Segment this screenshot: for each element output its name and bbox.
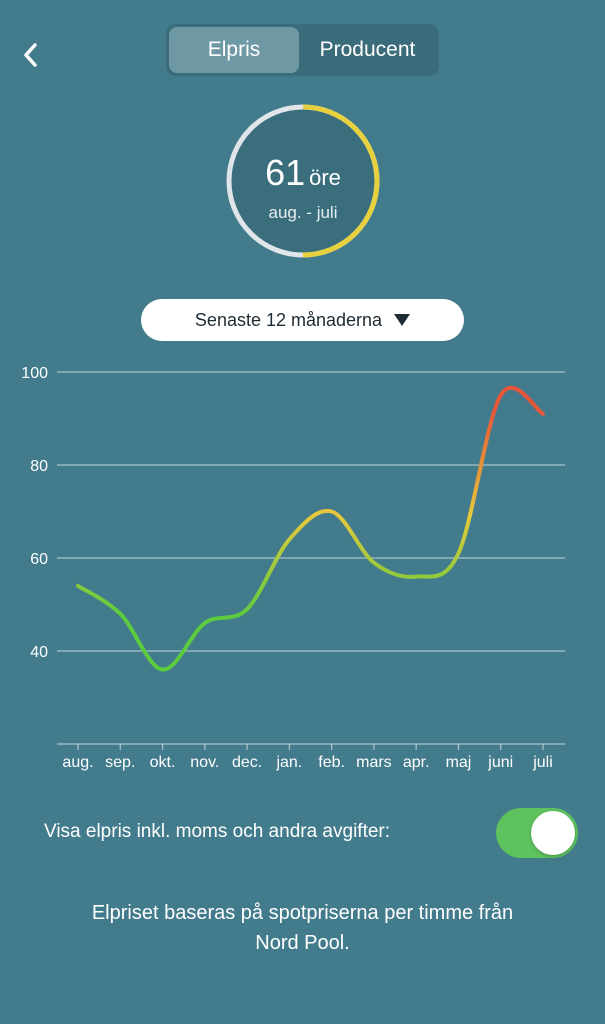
x-tick-label: feb.	[318, 754, 345, 771]
period-dropdown[interactable]: Senaste 12 månaderna	[141, 299, 464, 341]
back-button[interactable]	[14, 38, 48, 72]
segmented-control: Elpris Producent	[166, 24, 439, 76]
x-tick-label: sep.	[105, 754, 135, 771]
x-tick-label: mars	[356, 754, 392, 771]
vat-toggle-label: Visa elpris inkl. moms och andra avgifte…	[44, 821, 391, 842]
source-note-line2: Nord Pool.	[255, 932, 350, 954]
price-chart: 40 60 80 100 aug. sep. okt. nov. dec. jan. feb. ma…	[21, 365, 565, 771]
average-price: 61 öre	[225, 153, 381, 198]
price-period: aug. - juli	[268, 203, 338, 222]
source-note: Elpriset baseras på spotpriserna per tim…	[40, 898, 565, 958]
x-tick-label: juni	[487, 754, 513, 771]
x-tick-label: juli	[532, 754, 553, 771]
y-tick-label: 40	[30, 644, 48, 661]
x-tick-label: okt.	[150, 754, 176, 771]
price-unit: öre	[309, 165, 341, 190]
price-value: 61	[265, 152, 306, 193]
y-tick-label: 100	[21, 365, 48, 382]
toggle-knob	[531, 811, 575, 855]
ring-background	[229, 107, 377, 255]
x-tick-label: maj	[446, 754, 472, 771]
tab-elpris[interactable]: Elpris	[169, 27, 299, 73]
vat-setting-row: Visa elpris inkl. moms och andra avgifte…	[0, 805, 605, 861]
x-tick-label: apr.	[403, 754, 430, 771]
period-dropdown-label: Senaste 12 månaderna	[194, 309, 383, 330]
y-tick-label: 80	[30, 458, 48, 475]
caret-down-icon	[394, 314, 411, 326]
ring-gauge	[226, 104, 380, 258]
vat-toggle[interactable]	[496, 808, 578, 858]
tab-producent[interactable]: Producent	[319, 38, 416, 61]
ring-fill	[226, 104, 380, 258]
chevron-left-icon	[24, 43, 37, 67]
source-note-line1: Elpriset baseras på spotpriserna per tim…	[91, 902, 514, 924]
price-series-line	[76, 385, 545, 672]
x-tick-label: dec.	[232, 754, 262, 771]
x-tick-label: jan.	[275, 754, 302, 771]
y-tick-label: 60	[30, 551, 48, 568]
price-ring: 61 öre aug. - juli	[225, 103, 381, 259]
x-tick-label: nov.	[190, 754, 219, 771]
x-tick-label: aug.	[62, 754, 93, 771]
